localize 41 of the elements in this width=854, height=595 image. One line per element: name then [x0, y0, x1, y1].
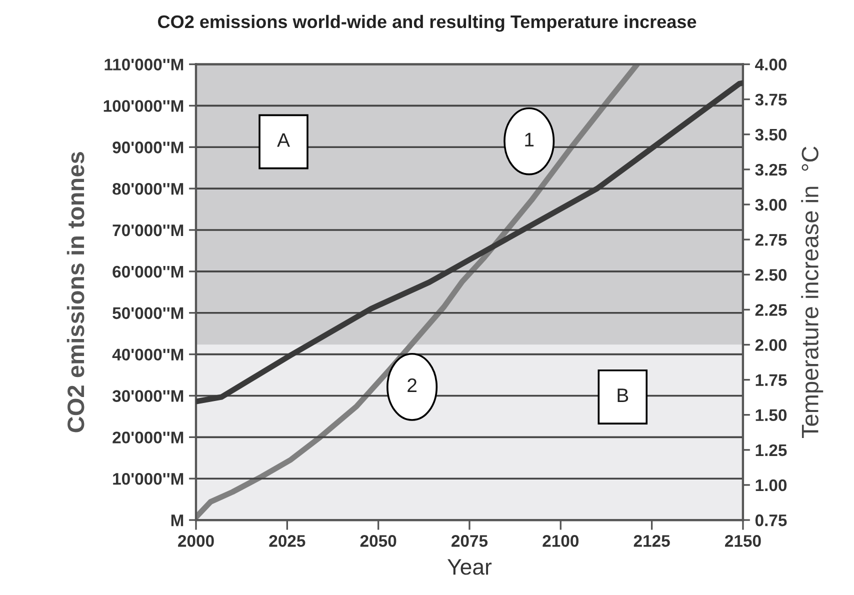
y-axis-title: CO2 emissions in tonnes — [66, 152, 84, 432]
y2-tick-label: 3.75 — [755, 94, 787, 106]
y-tick-label: M — [171, 514, 184, 526]
y2-tick-label: 4.00 — [755, 58, 787, 70]
x-tick-label: 2150 — [725, 535, 761, 547]
x-tick-label: 2050 — [360, 535, 396, 547]
y2-tick-label: 3.25 — [755, 164, 787, 176]
y-tick-label: 110'000''M — [104, 58, 184, 70]
y2-axis-title: Temperature increase in °C — [801, 146, 824, 438]
y2-tick-label: 1.50 — [756, 409, 787, 422]
x-tick-label: 2025 — [269, 535, 306, 547]
x-axis-title: Year — [448, 559, 492, 575]
y-tick-label: 30'000''M — [112, 390, 184, 402]
x-tick-label: 2100 — [542, 535, 579, 547]
y-tick-label: 90'000''M — [112, 142, 184, 154]
annotation: 2 — [408, 378, 416, 392]
x-tick-label: 2075 — [452, 535, 488, 547]
y2-tick-label: 2.75 — [755, 234, 787, 246]
y2-tick-label: 1.25 — [756, 444, 787, 456]
y2-tick-label: 1.75 — [756, 374, 787, 386]
y2-tick-label: 2.00 — [755, 339, 787, 351]
y-tick-label: 70'000''M — [112, 224, 184, 236]
y-tick-label: 10'000''M — [113, 472, 184, 485]
y-tick-label: 40'000''M — [112, 348, 184, 360]
y-tick-label: 50'000''M — [112, 307, 184, 320]
y2-tick-label: 3.50 — [755, 128, 787, 141]
band-label: B — [618, 388, 628, 402]
x-tick-label: 2125 — [634, 535, 670, 547]
y2-tick-label: 2.50 — [755, 269, 787, 281]
y2-tick-label: 2.25 — [755, 304, 787, 316]
x-tick-label: 2000 — [178, 535, 214, 547]
y2-tick-label: 1.00 — [756, 479, 787, 492]
annotation: 1 — [525, 132, 534, 146]
chart-title: CO2 emissions world-wide and resulting Temperature increase — [158, 14, 696, 32]
band-label: A — [277, 133, 290, 147]
y2-tick-label: 0.75 — [755, 514, 787, 526]
y2-tick-label: 3.00 — [755, 198, 787, 211]
y-tick-label: 100'000''M — [104, 100, 184, 112]
y-tick-label: 20'000''M — [112, 432, 184, 444]
y-tick-label: 80'000''M — [112, 182, 184, 195]
y-tick-label: 60'000''M — [112, 266, 184, 278]
